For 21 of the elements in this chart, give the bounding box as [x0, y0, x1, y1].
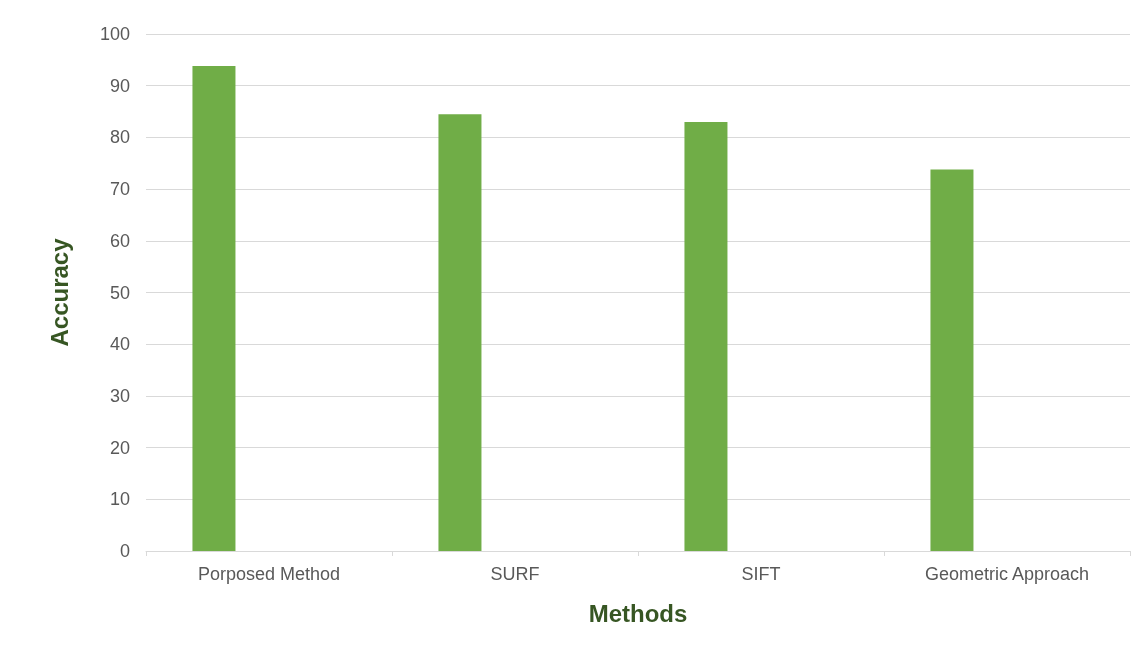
- y-tick-label: 70: [109, 179, 130, 200]
- x-tick-label: Porposed Method: [197, 564, 341, 584]
- y-axis-title: Accuracy: [45, 237, 73, 347]
- y-tick-label: 10: [109, 489, 130, 510]
- y-tick-label: 80: [109, 127, 130, 148]
- x-axis-title: Methods: [588, 599, 688, 627]
- y-tick-label: 60: [109, 230, 130, 251]
- x-tick-label: SIFT: [741, 564, 781, 584]
- y-tick-label: 100: [99, 24, 130, 44]
- y-tick-label: 40: [109, 334, 130, 355]
- bar: [438, 114, 482, 551]
- y-tick-label: 50: [109, 282, 130, 303]
- bar: [930, 169, 974, 551]
- x-tick-label: Geometric Approach: [924, 564, 1090, 584]
- y-tick-label: 30: [109, 385, 130, 406]
- y-tick-label: 90: [109, 75, 130, 96]
- x-tick-label: SURF: [490, 564, 540, 584]
- y-tick-label: 0: [119, 541, 130, 561]
- y-tick-label: 20: [109, 437, 130, 458]
- bar: [192, 66, 236, 551]
- bar: [684, 121, 728, 551]
